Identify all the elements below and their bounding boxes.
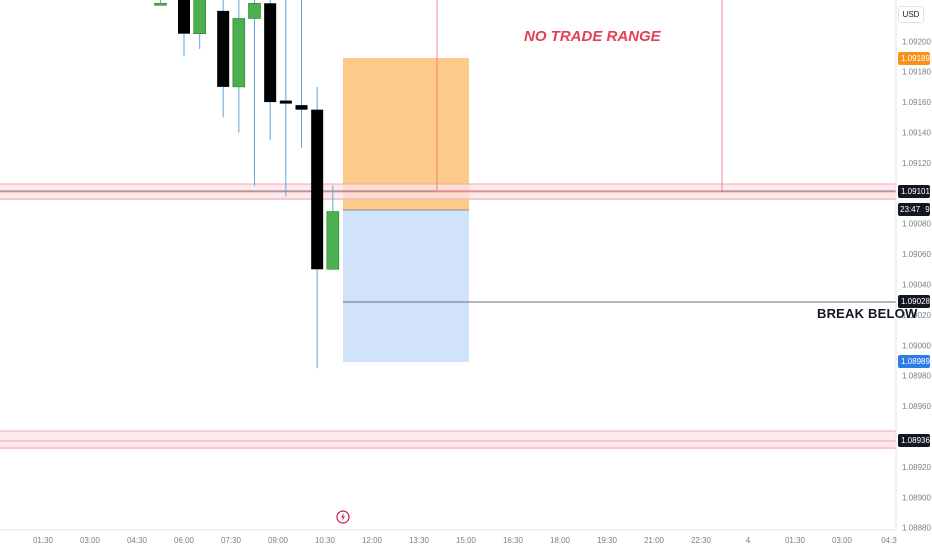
candles-layer (154, 0, 340, 369)
time-tick-label: 15:00 (456, 536, 477, 545)
price-tag-orange: 1.09189 (898, 52, 930, 65)
candle-body[interactable] (295, 105, 308, 110)
price-tick-label: 1.08880 (902, 524, 931, 533)
price-tag-blue: 1.08989 (898, 355, 930, 368)
candle-body[interactable] (248, 2, 261, 19)
price-tick-label: 1.09000 (902, 341, 931, 350)
time-tick-label: 07:30 (221, 536, 242, 545)
lightning-event-icon[interactable] (336, 510, 350, 524)
candle-body[interactable] (232, 18, 246, 88)
time-tick-label: 04:3 (881, 536, 897, 545)
price-tag-level-bottom: 1.08936 (898, 434, 930, 447)
price-tick-label: 1.08960 (902, 402, 931, 411)
candle-body[interactable] (193, 0, 206, 34)
time-tick-label: 12:00 (362, 536, 383, 545)
time-tick-label: 16:30 (503, 536, 524, 545)
candle-body[interactable] (154, 2, 167, 6)
time-tick-label: 10:30 (315, 536, 336, 545)
time-tick-label: 04:30 (127, 536, 148, 545)
price-tick-label: 1.09020 (902, 311, 931, 320)
time-axis[interactable]: 01:30 03:00 04:30 06:00 07:30 09:00 10:30 12:00… (33, 536, 897, 545)
zones-layer (0, 0, 896, 449)
candle-body[interactable] (178, 0, 190, 34)
candle-body[interactable] (279, 100, 292, 104)
price-tick-label: 1.09180 (902, 68, 931, 77)
price-tick-label: 1.09040 (902, 280, 931, 289)
time-tick-label: 19:30 (597, 536, 618, 545)
price-tick-label: 1.09200 (902, 37, 931, 46)
time-tick-label: 22:30 (691, 536, 712, 545)
price-tick-label: 1.08900 (902, 493, 931, 502)
candle-body[interactable] (326, 211, 340, 270)
time-tick-label: 03:00 (832, 536, 853, 545)
price-tag-level-top: 1.09101 (898, 185, 930, 198)
time-tick-label: 18:00 (550, 536, 571, 545)
price-tick-label: 1.09120 (902, 159, 931, 168)
time-tick-label: 03:00 (80, 536, 101, 545)
currency-label[interactable]: USD (898, 6, 924, 23)
countdown-extra: 9 (925, 205, 930, 214)
break-below-label: BREAK BELOW (817, 306, 918, 321)
candle-body[interactable] (264, 3, 277, 103)
candle-body[interactable] (311, 109, 324, 270)
time-tick-label: 21:00 (644, 536, 665, 545)
countdown-tag: 23:47 9 (898, 203, 930, 216)
time-tick-label: 09:00 (268, 536, 289, 545)
price-tick-label: 1.09160 (902, 98, 931, 107)
time-tick-label: 01:30 (785, 536, 806, 545)
no-trade-range-label: NO TRADE RANGE (524, 28, 661, 45)
time-tick-label: 06:00 (174, 536, 195, 545)
time-tick-label: 01:30 (33, 536, 54, 545)
price-tick-label: 1.09140 (902, 128, 931, 137)
price-tick-label: 1.09060 (902, 250, 931, 259)
countdown-time: 23:47 (900, 205, 921, 214)
time-tick-label: 13:30 (409, 536, 430, 545)
take-profit-box[interactable] (343, 210, 469, 362)
candle-body[interactable] (217, 10, 230, 87)
price-tick-label: 1.08980 (902, 372, 931, 381)
price-tag-break-level: 1.09028 (898, 295, 930, 308)
support-zone[interactable] (0, 431, 896, 449)
price-tick-label: 1.09080 (902, 220, 931, 229)
time-tick-label: 4 (746, 536, 751, 545)
price-axis[interactable]: 1.09200 1.09180 1.09160 1.09140 1.09120 1.090… (902, 37, 931, 532)
price-tick-label: 1.08920 (902, 463, 931, 472)
